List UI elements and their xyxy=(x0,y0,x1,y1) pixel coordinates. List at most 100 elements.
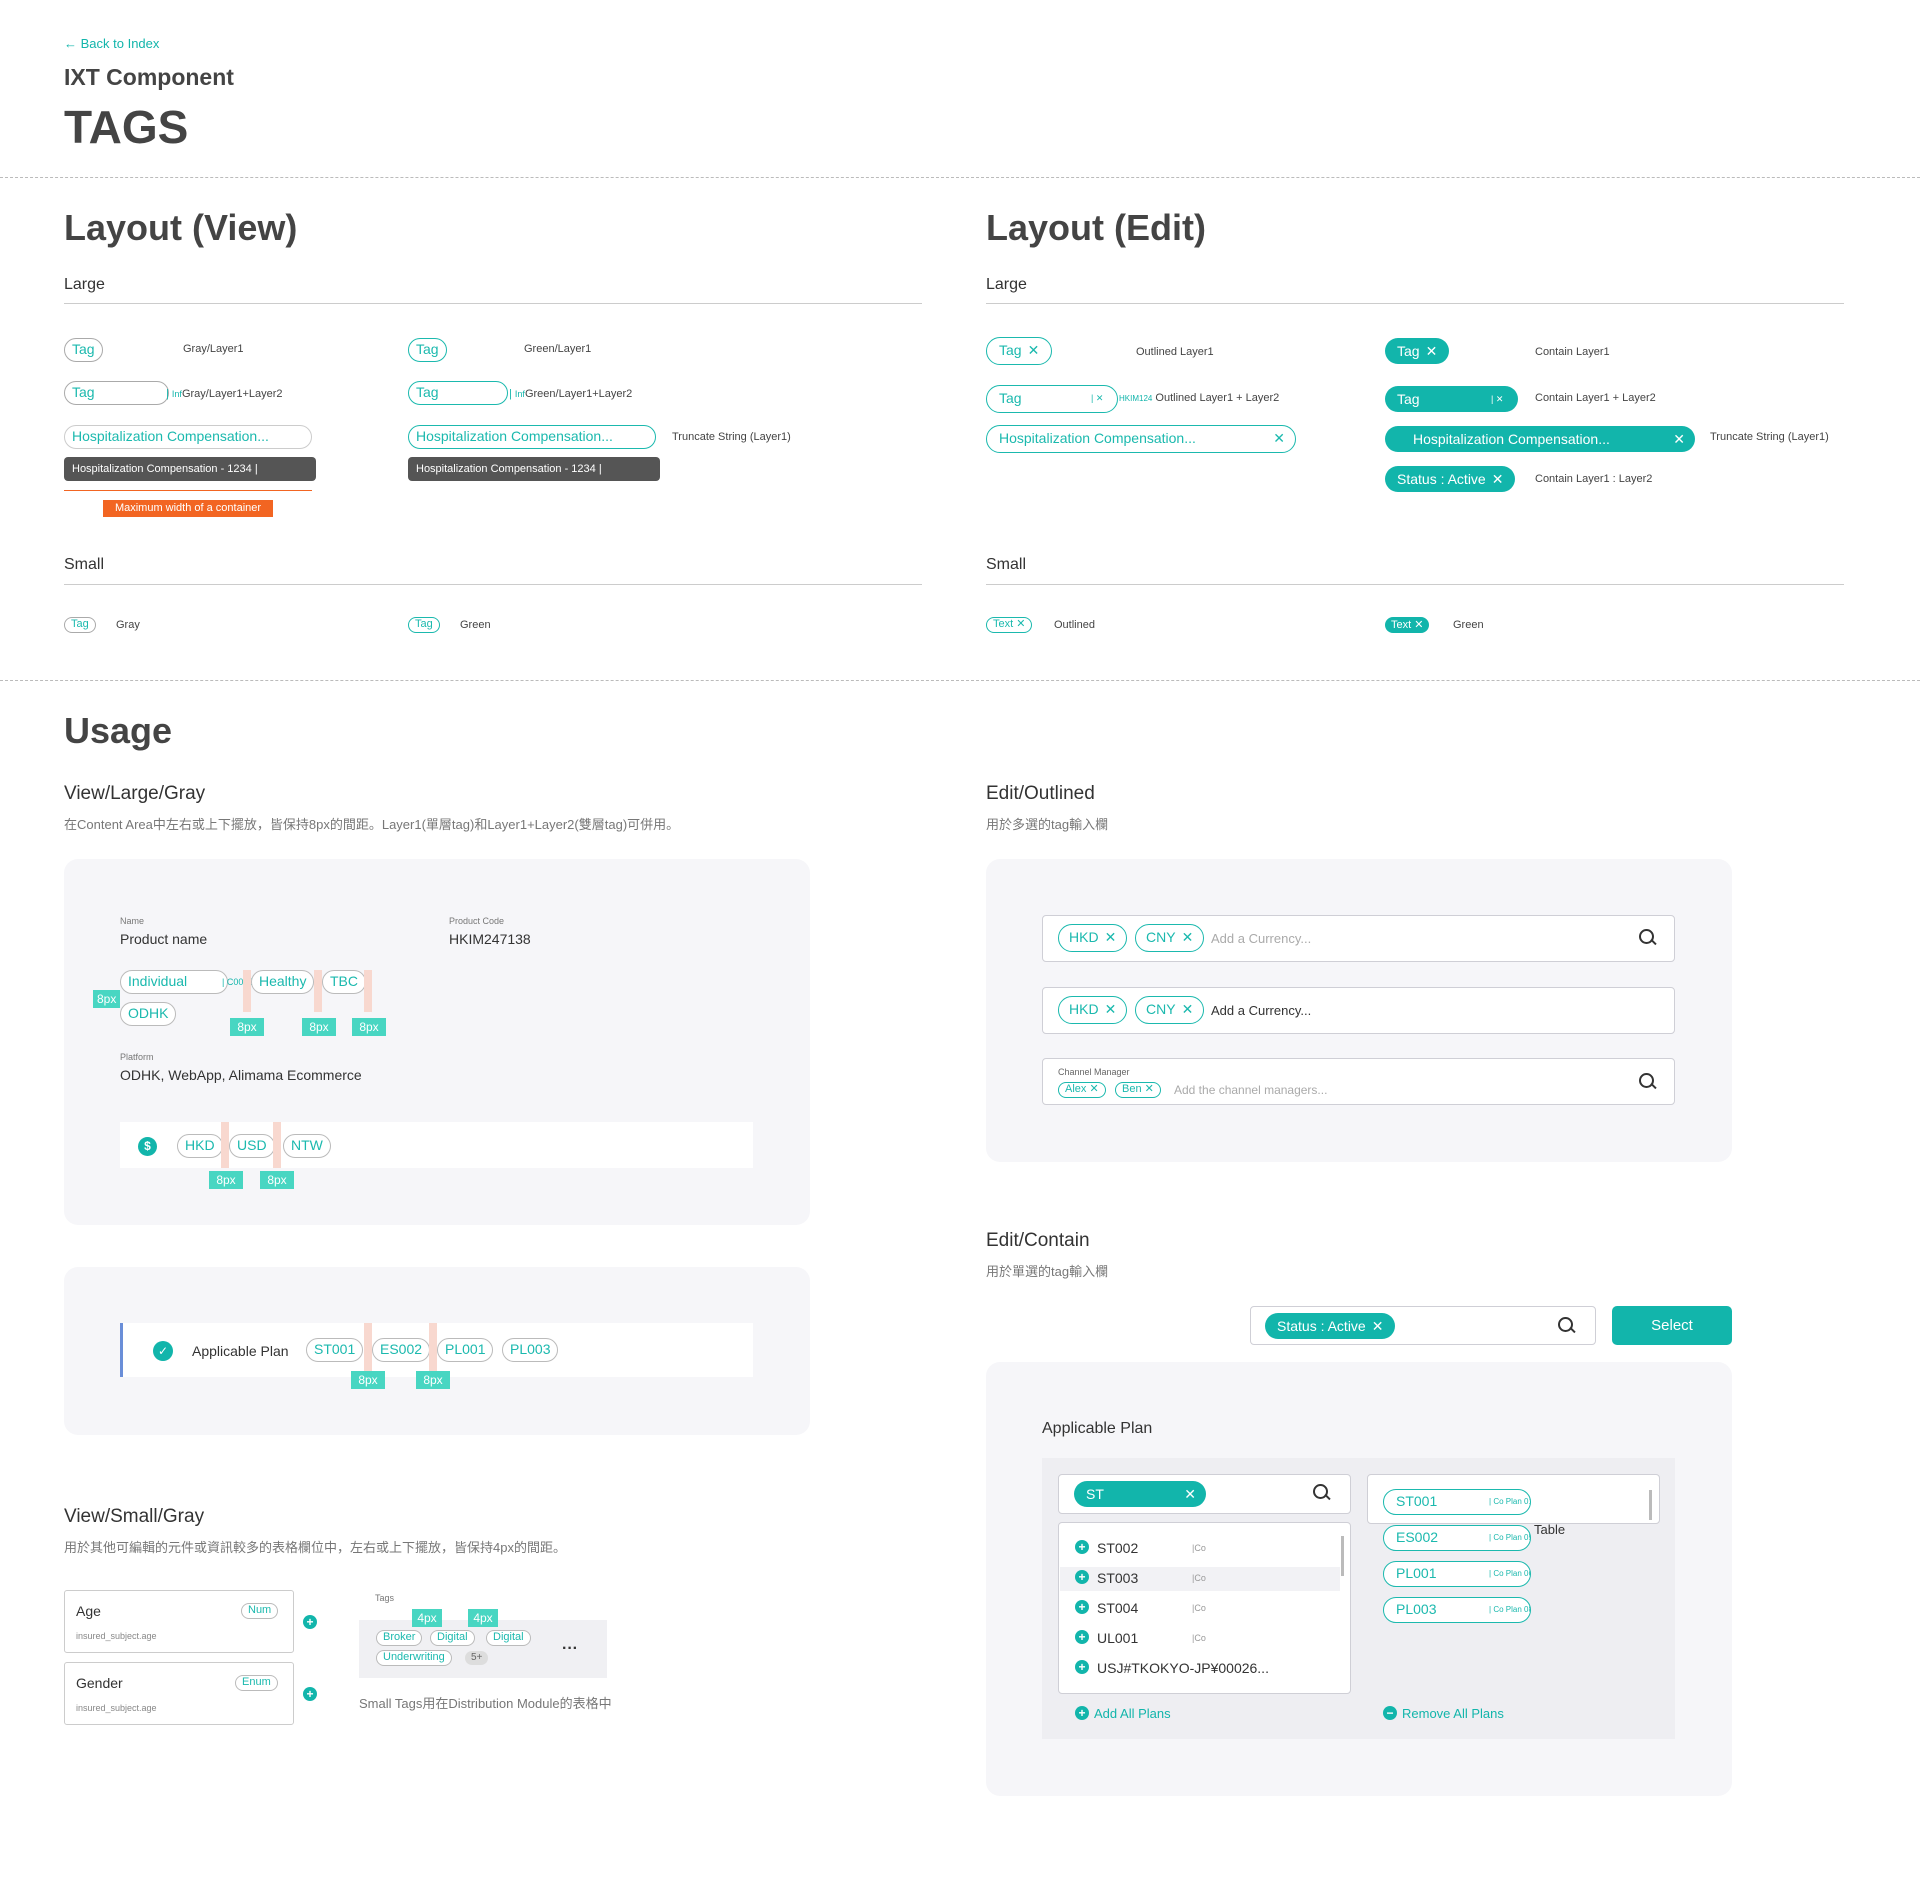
tag-gray: Tag xyxy=(64,338,103,362)
truncate-label: Truncate String (Layer1) xyxy=(672,431,791,443)
spacing-badge: 8px xyxy=(302,1018,336,1036)
small-tags-note: Small Tags用在Distribution Module的表格中 xyxy=(359,1696,612,1711)
tag-contain[interactable]: Tag ✕ xyxy=(1385,338,1450,364)
search-icon[interactable] xyxy=(1639,1073,1657,1091)
max-width-badge: Maximum width of a container xyxy=(103,500,273,517)
close-icon[interactable]: ✕ xyxy=(1027,342,1040,358)
spacing-badge: 4px xyxy=(412,1609,442,1627)
tag-outlined-l12[interactable]: Tag | ✕ xyxy=(986,385,1118,413)
tag-contain-truncate[interactable]: Hospitalization Compensation... ✕ xyxy=(1385,426,1695,452)
select-button[interactable]: Select xyxy=(1612,1306,1732,1345)
table-text: Table xyxy=(1534,1522,1566,1537)
cm-placeholder: Add the channel managers... xyxy=(1174,1083,1328,1097)
green-l12-label: | InfGreen/Layer1+Layer2 xyxy=(509,388,633,400)
tag-hkd[interactable]: HKD ✕ xyxy=(1058,924,1128,952)
check-icon: ✓ xyxy=(153,1341,173,1361)
more-icon[interactable]: ··· xyxy=(562,1640,578,1657)
list-item[interactable]: ST003 xyxy=(1097,1570,1139,1586)
search-icon[interactable] xyxy=(1639,929,1657,947)
green-l1-label: Green/Layer1 xyxy=(524,343,592,355)
small-tag: Underwriting xyxy=(376,1650,452,1666)
divider xyxy=(0,177,1920,178)
tag-status[interactable]: Status : Active ✕ xyxy=(1265,1313,1396,1339)
add-all-icon[interactable]: + xyxy=(1075,1706,1089,1720)
gender-card[interactable] xyxy=(64,1662,294,1725)
scrollbar[interactable] xyxy=(1649,1490,1652,1520)
tag-search-st[interactable]: ST ✕ xyxy=(1074,1481,1206,1507)
ec-desc: 用於單選的tag輸入欄 xyxy=(986,1264,1109,1279)
list-code: |Co xyxy=(1192,1543,1206,1553)
add-icon[interactable]: + xyxy=(1075,1600,1089,1614)
plan-tag: PL001 xyxy=(437,1338,494,1362)
add-icon[interactable]: + xyxy=(303,1615,317,1629)
selected-tag[interactable]: ES002 | Co Plan 05 xyxy=(1383,1525,1531,1551)
tag-outlined-truncate[interactable]: Hospitalization Compensation... ✕ xyxy=(986,425,1296,453)
add-icon[interactable]: + xyxy=(1075,1660,1089,1674)
close-icon[interactable]: ✕ xyxy=(1273,430,1285,446)
spacing-badge: 8px xyxy=(416,1371,450,1389)
platform-value: ODHK, WebApp, Alimama Ecommerce xyxy=(120,1067,362,1083)
close-icon: ✕ xyxy=(1144,1083,1154,1095)
eo-title: Edit/Outlined xyxy=(986,783,1095,804)
search-icon[interactable] xyxy=(1313,1484,1331,1502)
tag-cny[interactable]: CNY ✕ xyxy=(1135,924,1205,952)
spacing-marker xyxy=(314,970,322,1012)
tag-alex[interactable]: Alex ✕ xyxy=(1058,1082,1106,1098)
edit-truncate-label: Truncate String (Layer1) xyxy=(1710,431,1829,443)
small-outlined-label: Outlined xyxy=(1054,619,1095,631)
tag-contain-l12[interactable]: Tag | ✕ xyxy=(1385,386,1518,412)
tag-truncate-gray: Hospitalization Compensation... xyxy=(64,425,312,449)
remove-all-link[interactable]: Remove All Plans xyxy=(1402,1706,1504,1721)
add-icon[interactable]: + xyxy=(1075,1630,1089,1644)
small-label: Small xyxy=(64,556,105,573)
spacing-marker xyxy=(221,1122,229,1168)
tag-outlined[interactable]: Tag ✕ xyxy=(986,337,1053,365)
rule xyxy=(986,584,1844,585)
close-icon: ✕ xyxy=(1184,1486,1196,1502)
tag-green-l12: Tag xyxy=(408,381,508,405)
search-icon[interactable] xyxy=(1558,1317,1576,1335)
small-gray-label: Gray xyxy=(116,619,140,631)
list-highlight xyxy=(1060,1567,1340,1591)
spacing-marker xyxy=(429,1323,437,1377)
add-icon[interactable]: + xyxy=(303,1687,317,1701)
currency-tag: NTW xyxy=(283,1134,331,1158)
plan-tag: ES002 xyxy=(372,1338,431,1362)
add-icon[interactable]: + xyxy=(1075,1540,1089,1554)
rule xyxy=(64,303,922,304)
contain-l1-label: Contain Layer1 xyxy=(1535,346,1610,358)
small-tag: Digital xyxy=(430,1630,475,1646)
list-item[interactable]: ST002 xyxy=(1097,1540,1139,1556)
small-tag-contain[interactable]: Text ✕ xyxy=(1385,617,1430,633)
tag-hkd[interactable]: HKD ✕ xyxy=(1058,996,1128,1024)
tag-truncate-green: Hospitalization Compensation... xyxy=(408,425,656,449)
list-item[interactable]: USJ#TKOKYO-JP¥00026... xyxy=(1097,1660,1269,1676)
plan-list xyxy=(1058,1522,1351,1694)
selected-tag[interactable]: PL001 | Co Plan 06 xyxy=(1383,1561,1531,1587)
back-link[interactable]: ← Back to Index xyxy=(64,36,160,51)
plan-label: Applicable Plan xyxy=(192,1343,289,1359)
close-icon[interactable]: ✕ xyxy=(1673,431,1685,447)
add-icon[interactable]: + xyxy=(1075,1570,1089,1584)
remove-all-icon[interactable]: − xyxy=(1383,1706,1397,1720)
selected-tag[interactable]: PL003 | Co Plan 08 xyxy=(1383,1597,1531,1623)
list-item[interactable]: UL001 xyxy=(1097,1630,1139,1646)
vlg-panel xyxy=(64,859,810,1225)
vlg-title: View/Large/Gray xyxy=(64,783,206,804)
tag-cny[interactable]: CNY ✕ xyxy=(1135,996,1205,1024)
small-tag: Broker xyxy=(376,1630,423,1646)
vsg-title: View/Small/Gray xyxy=(64,1506,205,1527)
close-icon[interactable]: ✕ xyxy=(1425,343,1438,359)
age-card[interactable] xyxy=(64,1590,294,1653)
add-all-link[interactable]: Add All Plans xyxy=(1094,1706,1171,1721)
list-item[interactable]: ST004 xyxy=(1097,1600,1139,1616)
tag-status[interactable]: Status : Active ✕ xyxy=(1385,466,1516,492)
tag-ben[interactable]: Ben ✕ xyxy=(1115,1082,1161,1098)
small-tag-outlined[interactable]: Text ✕ xyxy=(986,617,1033,633)
close-icon[interactable]: ✕ xyxy=(1491,471,1504,487)
scrollbar[interactable] xyxy=(1341,1536,1344,1576)
spacing-badge: 8px xyxy=(209,1171,243,1189)
rule xyxy=(986,303,1844,304)
selected-tag[interactable]: ST001 | Co Plan 01 xyxy=(1383,1489,1531,1515)
name-value: Product name xyxy=(120,931,208,947)
